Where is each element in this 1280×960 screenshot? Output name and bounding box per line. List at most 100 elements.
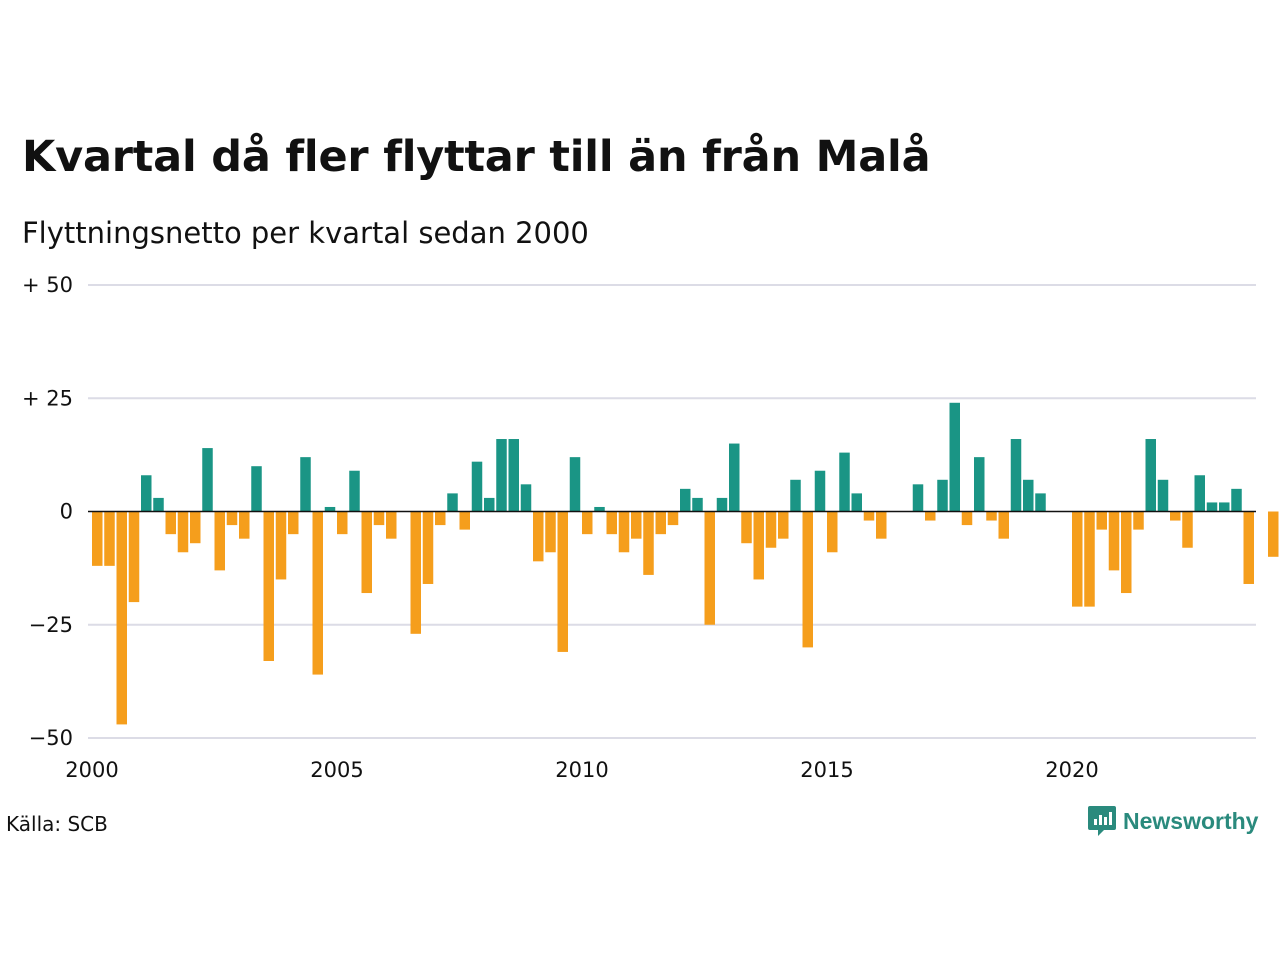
bar (569, 457, 581, 512)
bar (324, 506, 336, 512)
bar (153, 497, 164, 512)
bar (484, 497, 495, 512)
bar (557, 511, 568, 652)
bar (998, 511, 1009, 539)
bar (1157, 479, 1169, 512)
bar (827, 511, 838, 553)
bar (753, 511, 764, 580)
bar (741, 511, 752, 544)
bar (92, 511, 103, 566)
bar (802, 511, 813, 648)
bar (839, 452, 850, 512)
bar (435, 511, 446, 526)
bar (361, 511, 372, 594)
bar (986, 511, 997, 521)
y-tick-label: + 50 (22, 273, 73, 297)
bar (128, 511, 140, 603)
bar (618, 511, 630, 553)
bar (190, 511, 201, 544)
bar (925, 511, 936, 521)
bar (141, 475, 152, 512)
bar (447, 493, 458, 512)
bar (520, 484, 532, 512)
bar (594, 506, 605, 512)
x-tick-label: 2000 (65, 758, 118, 782)
bar (1194, 475, 1205, 512)
bar (631, 511, 642, 539)
bar (251, 466, 262, 512)
bar (1010, 439, 1022, 512)
chart-subtitle: Flyttningsnetto per kvartal sedan 2000 (22, 216, 589, 250)
brand-name: Newsworthy (1123, 807, 1259, 834)
bar (1182, 511, 1193, 548)
x-tick-label: 2010 (555, 758, 608, 782)
bar (606, 511, 617, 535)
bar (177, 511, 189, 553)
bar (239, 511, 250, 539)
bar (790, 479, 801, 512)
bar (1243, 511, 1254, 584)
bar (459, 511, 470, 530)
bar (226, 511, 238, 526)
x-tick-label: 2020 (1045, 758, 1098, 782)
bar (214, 511, 225, 571)
bar (974, 457, 985, 512)
bar (1035, 493, 1046, 512)
bar (949, 402, 960, 512)
bar (545, 511, 556, 553)
bars (92, 402, 1279, 725)
bar-chart: + 50 + 25 0 −25 −50 2000 2005 2010 2015 2020 (22, 273, 1279, 782)
bar (300, 457, 311, 512)
y-tick-label: −50 (29, 726, 73, 750)
bar (667, 511, 679, 526)
newsworthy-logo-icon (1088, 806, 1116, 836)
bar (814, 470, 826, 512)
bar (508, 439, 519, 512)
bar (765, 511, 777, 548)
x-tick-label: 2005 (310, 758, 363, 782)
bar (937, 479, 948, 512)
bar (643, 511, 654, 575)
bar (263, 511, 274, 661)
x-axis-ticks: 2000 2005 2010 2015 2020 (65, 758, 1098, 782)
bar (1121, 511, 1132, 594)
bar (471, 461, 483, 512)
bar (655, 511, 666, 535)
bar (1145, 439, 1156, 512)
bar (582, 511, 593, 535)
bar (386, 511, 397, 539)
bar (876, 511, 887, 539)
bar (692, 497, 703, 512)
bar (729, 443, 740, 512)
bar (288, 511, 299, 535)
bar (165, 511, 176, 535)
bar (312, 511, 323, 675)
bar (337, 511, 348, 535)
bar (104, 511, 115, 566)
bar (202, 448, 213, 512)
bar (851, 493, 862, 512)
y-tick-label: −25 (29, 613, 73, 637)
chart-title: Kvartal då fler flyttar till än från Mal… (22, 132, 931, 182)
bar (116, 511, 127, 725)
bar (778, 511, 789, 539)
bar (275, 511, 287, 580)
y-axis-ticks: + 50 + 25 0 −25 −50 (22, 273, 73, 750)
bar (410, 511, 421, 634)
x-tick-label: 2015 (800, 758, 853, 782)
bar (373, 511, 385, 526)
bar (422, 511, 434, 584)
brand-logo: Newsworthy (1087, 804, 1258, 838)
bar (1096, 511, 1107, 530)
bar (1023, 479, 1034, 512)
bar (349, 470, 360, 512)
bar (1268, 511, 1279, 557)
bar (912, 484, 924, 512)
y-tick-label: + 25 (22, 386, 73, 410)
bar (1133, 511, 1144, 530)
bar (680, 488, 691, 512)
bar (863, 511, 875, 521)
source-note: Källa: SCB (6, 812, 108, 836)
bar (1084, 511, 1095, 607)
bar (496, 439, 507, 512)
